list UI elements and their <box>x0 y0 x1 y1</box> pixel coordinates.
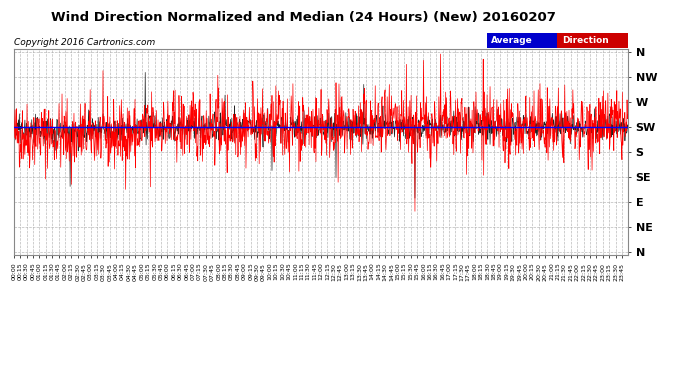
Text: Direction: Direction <box>562 36 609 45</box>
FancyBboxPatch shape <box>558 33 628 48</box>
Text: Copyright 2016 Cartronics.com: Copyright 2016 Cartronics.com <box>14 38 155 47</box>
Text: Wind Direction Normalized and Median (24 Hours) (New) 20160207: Wind Direction Normalized and Median (24… <box>51 11 556 24</box>
FancyBboxPatch shape <box>486 33 558 48</box>
Text: Average: Average <box>491 36 533 45</box>
